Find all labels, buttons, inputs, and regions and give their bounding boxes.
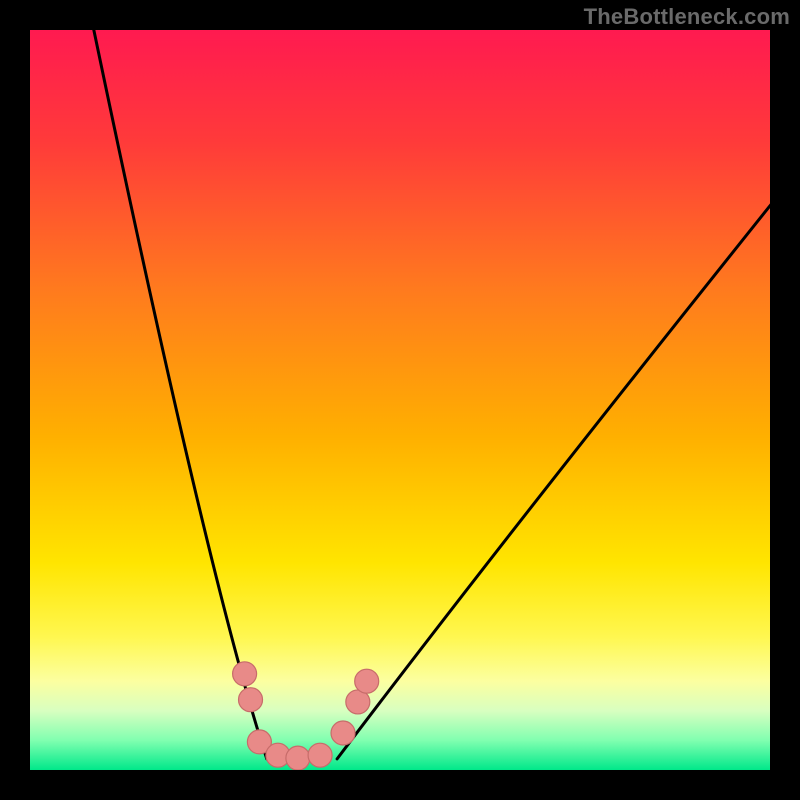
gradient-background — [30, 30, 770, 770]
marker-point — [239, 688, 263, 712]
marker-point — [286, 746, 310, 770]
watermark-text: TheBottleneck.com — [584, 4, 790, 30]
marker-point — [355, 669, 379, 693]
marker-point — [233, 662, 257, 686]
marker-point — [308, 743, 332, 767]
plot-svg — [0, 0, 800, 800]
chart-stage: TheBottleneck.com — [0, 0, 800, 800]
marker-point — [331, 721, 355, 745]
